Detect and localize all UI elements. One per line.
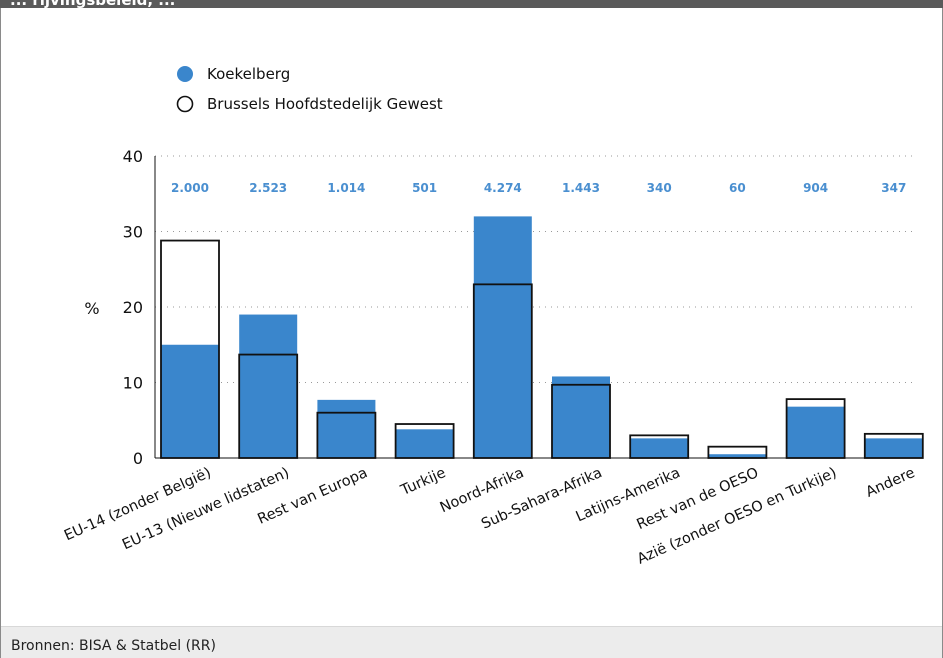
legend-label: Brussels Hoofdstedelijk Gewest (207, 95, 443, 113)
bar-koekelberg (395, 429, 454, 458)
data-label: 904 (803, 181, 828, 195)
y-tick-label: 40 (123, 147, 143, 166)
data-label: 4.274 (484, 181, 522, 195)
legend-swatch-brussels (176, 95, 194, 113)
chart-header-title: ... rijvingsbeleid, ... (10, 0, 175, 8)
bar-koekelberg (161, 344, 219, 458)
bar-brussels-outline (160, 239, 220, 459)
bar-koekelberg (708, 454, 767, 458)
bar-brussels-outline (863, 432, 924, 459)
bar-brussels-outline (238, 353, 299, 459)
data-label: 501 (412, 181, 437, 195)
bar-brussels-outline (316, 411, 377, 459)
y-tick-label: 30 (123, 223, 143, 242)
y-tick-label: 20 (123, 298, 143, 317)
data-label: 60 (729, 181, 746, 195)
data-label: 347 (881, 181, 906, 195)
bar-brussels-outline (707, 445, 768, 459)
y-tick-label: 0 (133, 449, 143, 468)
data-label: 1.443 (562, 181, 600, 195)
x-tick-label: Turkije (398, 465, 449, 499)
bar-koekelberg (630, 438, 689, 458)
chart-header: ... rijvingsbeleid, ... (0, 0, 943, 8)
bar-koekelberg (239, 314, 298, 458)
bar-brussels-outline (629, 434, 690, 459)
x-tick-label: Andere (864, 465, 918, 501)
source-text: Bronnen: BISA & Statbel (RR) (11, 638, 216, 654)
legend-label: Koekelberg (207, 65, 290, 83)
bar-koekelberg (786, 406, 845, 458)
data-label: 340 (647, 181, 672, 195)
legend-swatch-koekelberg (177, 66, 193, 82)
bar-brussels-outline (472, 283, 533, 459)
bar-brussels-outline (785, 398, 846, 459)
bar-koekelberg (864, 438, 923, 458)
bar-brussels-outline (551, 383, 611, 459)
bar-koekelberg (317, 399, 376, 458)
data-label: 2.000 (171, 181, 209, 195)
data-label: 1.014 (327, 181, 365, 195)
data-label: 2.523 (249, 181, 287, 195)
bar-brussels-outline (394, 423, 455, 459)
bar-koekelberg (473, 216, 532, 458)
bar-koekelberg (552, 376, 610, 458)
source-footer: Bronnen: BISA & Statbel (RR) (1, 626, 942, 658)
y-tick-label: 10 (123, 374, 143, 393)
y-axis-label: % (84, 299, 99, 318)
